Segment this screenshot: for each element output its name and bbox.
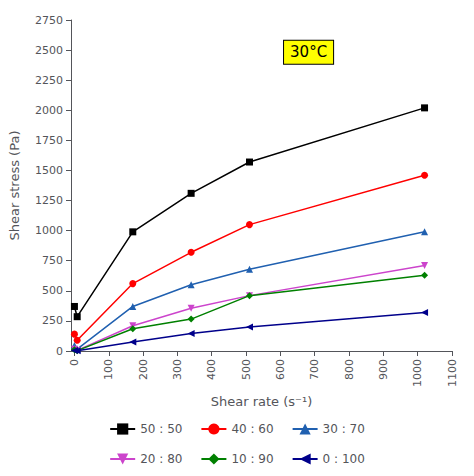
svg-text:2500: 2500 xyxy=(35,44,63,57)
svg-text:250: 250 xyxy=(42,314,63,327)
svg-text:40 : 60: 40 : 60 xyxy=(231,422,273,436)
svg-text:1500: 1500 xyxy=(35,164,63,177)
svg-text:0: 0 xyxy=(68,359,81,366)
svg-text:20 : 80: 20 : 80 xyxy=(140,452,182,466)
svg-text:1000: 1000 xyxy=(411,359,424,387)
svg-text:900: 900 xyxy=(377,359,390,380)
svg-text:750: 750 xyxy=(42,254,63,267)
svg-text:0 : 100: 0 : 100 xyxy=(323,452,365,466)
svg-text:700: 700 xyxy=(308,359,321,380)
svg-text:2750: 2750 xyxy=(35,14,63,27)
svg-text:100: 100 xyxy=(102,359,115,380)
svg-text:500: 500 xyxy=(240,359,253,380)
svg-text:30°C: 30°C xyxy=(290,43,327,61)
svg-text:1000: 1000 xyxy=(35,224,63,237)
svg-text:600: 600 xyxy=(274,359,287,380)
svg-text:Shear stress (Pa): Shear stress (Pa) xyxy=(7,131,22,241)
svg-text:200: 200 xyxy=(137,359,150,380)
svg-text:1250: 1250 xyxy=(35,194,63,207)
svg-text:800: 800 xyxy=(343,359,356,380)
svg-text:500: 500 xyxy=(42,284,63,297)
svg-text:2250: 2250 xyxy=(35,74,63,87)
svg-text:1750: 1750 xyxy=(35,134,63,147)
svg-text:Shear rate (s⁻¹): Shear rate (s⁻¹) xyxy=(211,394,312,409)
svg-text:2000: 2000 xyxy=(35,104,63,117)
svg-text:400: 400 xyxy=(205,359,218,380)
svg-text:50 : 50: 50 : 50 xyxy=(140,422,182,436)
svg-text:10 : 90: 10 : 90 xyxy=(231,452,273,466)
svg-text:300: 300 xyxy=(171,359,184,380)
svg-text:0: 0 xyxy=(56,345,63,358)
svg-text:30 : 70: 30 : 70 xyxy=(323,422,365,436)
svg-text:1100: 1100 xyxy=(446,359,459,387)
